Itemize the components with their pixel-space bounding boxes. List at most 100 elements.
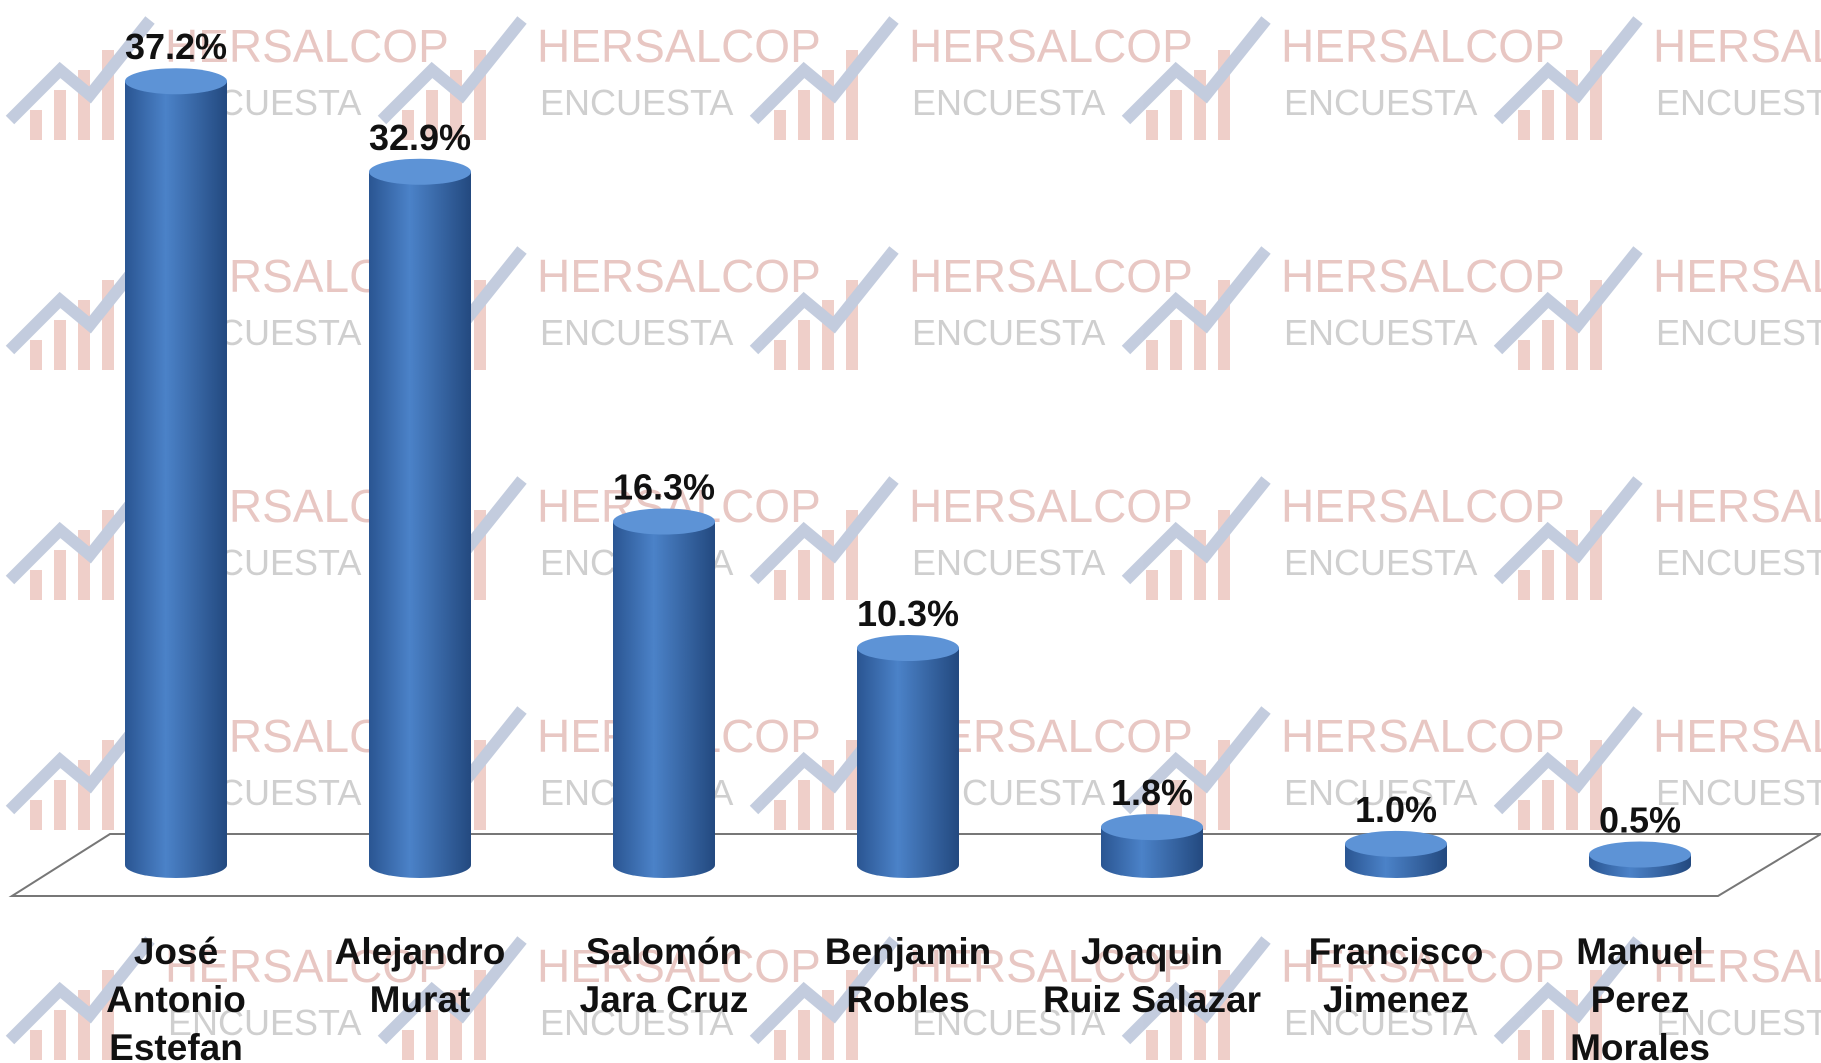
- watermark-text: HERSALCOP: [1281, 710, 1565, 762]
- watermark-text: HERSALCOP: [1281, 20, 1565, 72]
- logo-bar: [1218, 970, 1230, 1060]
- logo-bar: [1146, 110, 1158, 140]
- logo-arrow: [5, 936, 155, 1045]
- logo-bar: [474, 510, 486, 600]
- watermark-text: HERSALCOP: [537, 250, 821, 302]
- watermark-text: ENCUESTA: [1656, 1002, 1821, 1043]
- watermark-logo: HERSALCOP ENCUESTA: [1493, 476, 1821, 600]
- watermark-text: HERSALCOP: [1653, 250, 1821, 302]
- logo-bar: [1590, 970, 1602, 1060]
- logo-arrow: [749, 246, 899, 355]
- logo-arrow: [5, 246, 155, 355]
- watermark-logo: HERSALCOP ENCUESTA: [1493, 936, 1821, 1060]
- logo-bar: [1542, 320, 1554, 370]
- logo-bar: [1590, 280, 1602, 370]
- watermark-logo: HERSALCOP ENCUESTA: [749, 16, 1193, 140]
- logo-bar: [1590, 50, 1602, 140]
- logo-bar: [774, 1030, 786, 1060]
- watermark-logo: HERSALCOP ENCUESTA: [1121, 936, 1565, 1060]
- logo-bar: [30, 1030, 42, 1060]
- bar: [1345, 830, 1447, 878]
- watermark-text: HERSALCOP: [909, 480, 1193, 532]
- category-label: Benjamin Robles: [824, 931, 992, 1020]
- watermark-logo: HERSALCOP ENCUESTA: [749, 246, 1193, 370]
- logo-bar: [1218, 510, 1230, 600]
- logo-bar: [402, 110, 414, 140]
- logo-bar: [1542, 780, 1554, 830]
- watermark-text: HERSALCOP: [165, 940, 449, 992]
- logo-arrow: [377, 936, 527, 1045]
- watermark-text: HERSALCOP: [1653, 710, 1821, 762]
- logo-bar: [798, 1010, 810, 1060]
- logo-bar: [54, 550, 66, 600]
- logo-bar: [1590, 510, 1602, 600]
- logo-bar: [846, 280, 858, 370]
- watermark-text: HERSALCOP: [909, 250, 1193, 302]
- logo-bar: [78, 990, 90, 1060]
- watermark-logo: HERSALCOP ENCUESTA: [1121, 476, 1565, 600]
- logo-bar: [1146, 1030, 1158, 1060]
- logo-bar: [54, 320, 66, 370]
- watermark-text: ENCUESTA: [1656, 312, 1821, 353]
- logo-bar: [1218, 280, 1230, 370]
- watermark-text: HERSALCOP: [1281, 250, 1565, 302]
- watermark-text: HERSALCOP: [1653, 20, 1821, 72]
- logo-bar: [846, 50, 858, 140]
- logo-arrow: [377, 16, 527, 125]
- bar: [1589, 841, 1691, 878]
- watermark-text: ENCUESTA: [1284, 542, 1477, 583]
- logo-bar: [426, 90, 438, 140]
- watermark-text: HERSALCOP: [909, 20, 1193, 72]
- category-label: Manuel Perez Morales: [1570, 931, 1710, 1063]
- logo-bar: [78, 70, 90, 140]
- logo-bar: [774, 570, 786, 600]
- logo-bar: [1542, 90, 1554, 140]
- logo-bar: [774, 800, 786, 830]
- watermark-text: ENCUESTA: [1656, 542, 1821, 583]
- value-label: 0.5%: [1599, 799, 1681, 840]
- value-label: 1.8%: [1111, 772, 1193, 813]
- category-label: Francisco Jimenez: [1308, 931, 1484, 1020]
- bar-body: [369, 171, 471, 878]
- logo-bar: [822, 300, 834, 370]
- logo-bar: [1194, 990, 1206, 1060]
- logo-bar: [30, 570, 42, 600]
- category-label: José Antonio Estefan: [106, 931, 246, 1063]
- logo-bar: [1170, 1010, 1182, 1060]
- watermark-logo: HERSALCOP ENCUESTA: [749, 936, 1193, 1060]
- value-label: 37.2%: [125, 26, 227, 67]
- logo-bar: [1170, 550, 1182, 600]
- logo-bar: [798, 320, 810, 370]
- watermark-text: HERSALCOP: [909, 940, 1193, 992]
- watermark-text: ENCUESTA: [540, 1002, 733, 1043]
- logo-bar: [822, 70, 834, 140]
- logo-bar: [1566, 990, 1578, 1060]
- category-label: Joaquin Ruiz Salazar: [1043, 931, 1261, 1020]
- bar: [125, 68, 227, 879]
- logo-bar: [450, 990, 462, 1060]
- bar-top: [1101, 814, 1203, 841]
- watermark-text: HERSALCOP: [1281, 940, 1565, 992]
- logo-bar: [1146, 570, 1158, 600]
- logo-bar: [1194, 760, 1206, 830]
- watermark-logo: HERSALCOP ENCUESTA: [1121, 706, 1565, 830]
- logo-bar: [1194, 70, 1206, 140]
- bars: 37.2% 32.9% 16.3% 10.3% 1.8% 1.0% 0.5%: [125, 26, 1691, 879]
- bar: [369, 158, 471, 878]
- watermark-logo: HERSALCOP ENCUESTA: [1493, 16, 1821, 140]
- logo-bar: [798, 90, 810, 140]
- watermark-text: ENCUESTA: [912, 542, 1105, 583]
- logo-arrow: [1493, 246, 1643, 355]
- logo-bar: [426, 1010, 438, 1060]
- logo-arrow: [1121, 706, 1271, 815]
- watermark-logo: HERSALCOP ENCUESTA: [377, 16, 821, 140]
- logo-bar: [30, 110, 42, 140]
- watermark-text: ENCUESTA: [540, 82, 733, 123]
- logo-arrow: [5, 476, 155, 585]
- watermark-text: ENCUESTA: [1284, 772, 1477, 813]
- logo-arrow: [1121, 476, 1271, 585]
- bar-top: [1345, 830, 1447, 857]
- watermark-text: ENCUESTA: [1284, 1002, 1477, 1043]
- logo-bar: [774, 110, 786, 140]
- logo-bar: [54, 90, 66, 140]
